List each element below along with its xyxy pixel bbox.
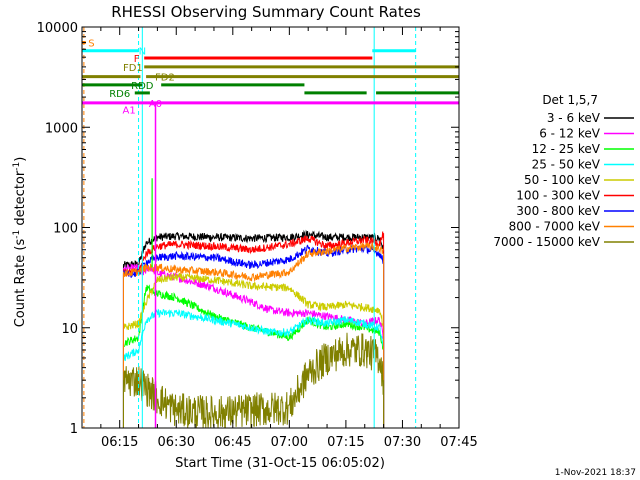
legend-title: Det 1,5,7	[542, 93, 598, 107]
flag-label-s: S	[88, 39, 94, 50]
legend-label-1: 3 - 6 keV	[547, 111, 601, 125]
legend-label-2: 6 - 12 keV	[539, 127, 601, 141]
flag-label-fd2: FD2	[155, 73, 175, 84]
flag-label-a0: A0	[149, 99, 162, 110]
x-tick-label: 07:30	[384, 435, 421, 450]
y-tick-label: 1000	[45, 121, 78, 136]
flag-label-a1: A1	[123, 106, 136, 117]
series-line-1	[123, 229, 384, 268]
flag-label-rd6: RD6	[109, 89, 130, 100]
y-axis-label: Count Rate (s-1 detector-1)	[12, 157, 28, 328]
y-axis-label-tail: detector	[13, 170, 28, 230]
y-axis-label-sup-1: -1	[12, 230, 22, 239]
chart-title: RHESSI Observing Summary Count Rates	[111, 3, 421, 21]
legend-label-3: 12 - 25 keV	[532, 142, 601, 156]
x-axis-label: Start Time (31-Oct-15 06:05:02)	[175, 456, 385, 471]
series-line-5	[123, 272, 384, 331]
series-line-6	[123, 231, 384, 277]
legend-label-8: 800 - 7000 keV	[509, 220, 601, 234]
flag-label-fd1: FD1	[123, 63, 143, 74]
y-axis-label-end: )	[13, 157, 28, 162]
y-axis-label-main: Count Rate (s	[13, 239, 28, 328]
y-tick-label: 10000	[37, 21, 78, 36]
legend-label-9: 7000 - 15000 keV	[493, 235, 600, 249]
flag-label-rdd: RDD	[131, 81, 154, 92]
series-line-9	[123, 332, 384, 429]
x-tick-label: 07:45	[440, 435, 477, 450]
flag-label-f: F	[134, 54, 140, 65]
x-tick-label: 07:15	[327, 435, 364, 450]
flag-label-n: N	[139, 47, 146, 58]
legend-label-4: 25 - 50 keV	[532, 158, 601, 172]
series-line-8	[123, 241, 384, 283]
footer-timestamp: 1-Nov-2021 18:37	[555, 468, 636, 478]
y-tick-label: 10	[61, 322, 78, 337]
x-tick-label: 06:45	[214, 435, 251, 450]
legend-label-7: 300 - 800 keV	[516, 204, 600, 218]
y-tick-label: 100	[53, 222, 78, 237]
legend-label-6: 100 - 300 keV	[516, 189, 600, 203]
x-tick-label: 06:15	[101, 435, 138, 450]
y-tick-label: 1	[70, 422, 78, 437]
y-axis-label-sup-2: -1	[12, 162, 22, 171]
x-tick-label: 07:00	[271, 435, 308, 450]
series-line-7	[123, 243, 384, 278]
legend-label-5: 50 - 100 keV	[524, 173, 601, 187]
series-line-4	[123, 308, 384, 361]
x-tick-label: 06:30	[158, 435, 195, 450]
